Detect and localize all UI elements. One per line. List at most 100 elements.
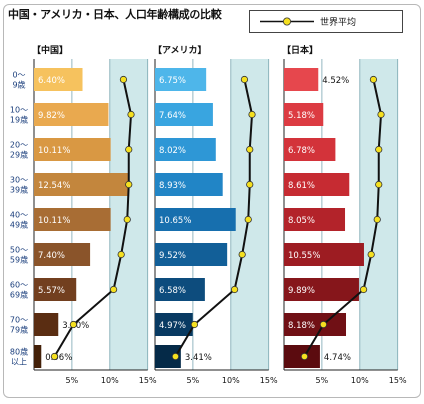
panel-3-band (359, 59, 398, 370)
panel-1-bar-2 (34, 103, 109, 126)
panel-1-bar-1 (34, 68, 83, 91)
panel-3-bar-1 (284, 68, 319, 91)
category-label-9-line1: 80歳 (10, 347, 28, 357)
panel-3-tick-1: 5% (316, 376, 329, 385)
panel-2-title: 【アメリカ】 (153, 45, 207, 56)
panel-1-world-average-point-9 (50, 352, 59, 361)
panel-1-value-label-2: 9.82% (38, 111, 65, 121)
panel-1-value-label-5: 10.11% (38, 216, 70, 226)
panel-2-bar-4 (155, 173, 223, 196)
panel-2-world-average-point-8 (190, 320, 199, 329)
category-label-9-line2: 以上 (11, 358, 27, 367)
panel-3-value-label-6: 10.55% (288, 251, 320, 261)
panel-2-bar-7 (155, 278, 205, 301)
panel-3-value-label-4: 8.61% (288, 181, 315, 191)
panel-2-world-average-point-1 (240, 75, 249, 84)
category-label-1-line1: 0〜 (12, 71, 25, 80)
category-label-7-line2: 69歳 (10, 290, 28, 300)
category-label-8-line1: 70〜 (10, 316, 28, 325)
panel-1-world-average-point-8 (69, 320, 78, 329)
panel-1-world-average-point-6 (117, 250, 125, 259)
panel-2-world-average-point-6 (238, 250, 246, 259)
panel-1-world-average-point-5 (123, 215, 131, 224)
panel-3-value-label-2: 5.18% (288, 111, 315, 121)
panel-2-value-label-6: 9.52% (159, 251, 186, 261)
legend-svg: 世界平均 (260, 16, 356, 28)
panel-3-bar-2 (284, 103, 324, 126)
panel-2-value-label-2: 7.64% (159, 111, 186, 121)
panel-1-title: 【中国】 (32, 44, 68, 56)
panel-3-title: 【日本】 (282, 44, 318, 56)
category-label-3-line2: 29歳 (10, 150, 28, 160)
category-label-6-line2: 59歳 (10, 255, 28, 265)
panel-1-tick-2: 10% (101, 376, 119, 385)
panel-1-bar-4 (34, 173, 130, 196)
panel-3-value-label-5: 8.05% (288, 216, 315, 226)
panel-1-world-average-point-7 (109, 285, 118, 294)
chart-title: 中国・アメリカ・日本、人口年齢構成の比較 (8, 8, 222, 21)
panel-1-bar-5 (34, 208, 111, 231)
panel-3-world-average-point-1 (369, 75, 378, 84)
legend-marker-icon (283, 17, 292, 26)
category-label-4-line1: 30〜 (10, 176, 28, 185)
legend: 世界平均 (249, 10, 403, 33)
panel-3-world-average-point-5 (373, 215, 381, 224)
panel-3-value-label-7: 9.89% (288, 286, 315, 296)
category-label-4-line2: 39歳 (10, 185, 28, 195)
panel-1-band (109, 59, 148, 370)
panel-1-value-label-7: 5.57% (38, 286, 65, 296)
panel-2-world-average-point-4 (246, 180, 254, 189)
panel-1-value-label-1: 6.40% (38, 76, 65, 86)
panel-2-world-average-point-9 (171, 352, 180, 361)
panel-3-world-average-point-8 (319, 320, 328, 329)
panel-3-world-average-point-3 (375, 145, 383, 154)
panel-3-value-label-9: 4.74% (324, 353, 351, 363)
panel-3-tick-2: 10% (351, 376, 369, 385)
legend-label: 世界平均 (320, 16, 356, 28)
panel-3-bar-6 (284, 243, 364, 266)
panel-2-value-label-9: 3.41% (185, 353, 212, 363)
panel-2-bar-5 (155, 208, 236, 231)
category-label-5-line2: 49歳 (10, 220, 28, 230)
category-label-7-line1: 60〜 (10, 281, 28, 290)
panel-2-value-label-1: 6.75% (159, 76, 186, 86)
panel-1-bar-6 (34, 243, 91, 266)
panel-1-world-average-point-2 (127, 110, 135, 119)
panel-3-value-label-1: 4.52% (322, 76, 349, 86)
category-label-8-line2: 79歳 (10, 325, 28, 335)
category-label-5-line1: 40〜 (10, 211, 28, 220)
panel-3-world-average-point-4 (375, 180, 383, 189)
panel-2-value-label-3: 8.02% (159, 146, 186, 156)
panel-2-tick-3: 15% (260, 376, 278, 385)
category-label-1-line2: 9歳 (12, 80, 25, 90)
panel-2-bar-2 (155, 103, 213, 126)
panel-1-world-average-point-3 (125, 145, 133, 154)
panel-3-value-label-8: 8.18% (288, 321, 315, 331)
panel-1-value-label-3: 10.11% (38, 146, 70, 156)
panel-1-tick-1: 5% (66, 376, 79, 385)
panel-1-value-label-6: 7.40% (38, 251, 65, 261)
panel-3-world-average-point-6 (367, 250, 375, 259)
panel-3-world-average-point-7 (359, 285, 368, 294)
panel-2-tick-1: 5% (187, 376, 200, 385)
panel-2-tick-2: 10% (222, 376, 240, 385)
panel-2-world-average-point-3 (246, 145, 254, 154)
panel-1-bar-9 (34, 345, 42, 368)
panel-2-bar-1 (155, 68, 207, 91)
panel-1-value-label-4: 12.54% (38, 181, 70, 191)
panel-3-bar-5 (284, 208, 346, 231)
panel-1-tick-3: 15% (139, 376, 157, 385)
panel-2-value-label-5: 10.65% (159, 216, 191, 226)
panel-1-world-average-point-1 (119, 75, 128, 84)
category-label-6-line1: 50〜 (10, 246, 28, 255)
panel-2-world-average-point-7 (230, 285, 239, 294)
panel-3-tick-3: 15% (389, 376, 407, 385)
category-label-3-line1: 20〜 (10, 141, 28, 150)
panel-1-value-label-9: 0.96% (45, 353, 72, 363)
panel-2-bar-8 (155, 313, 193, 336)
panel-1-bar-8 (34, 313, 59, 336)
panel-2-band (230, 59, 269, 370)
panel-2-world-average-point-2 (248, 110, 256, 119)
panel-3-world-average-point-9 (300, 352, 309, 361)
